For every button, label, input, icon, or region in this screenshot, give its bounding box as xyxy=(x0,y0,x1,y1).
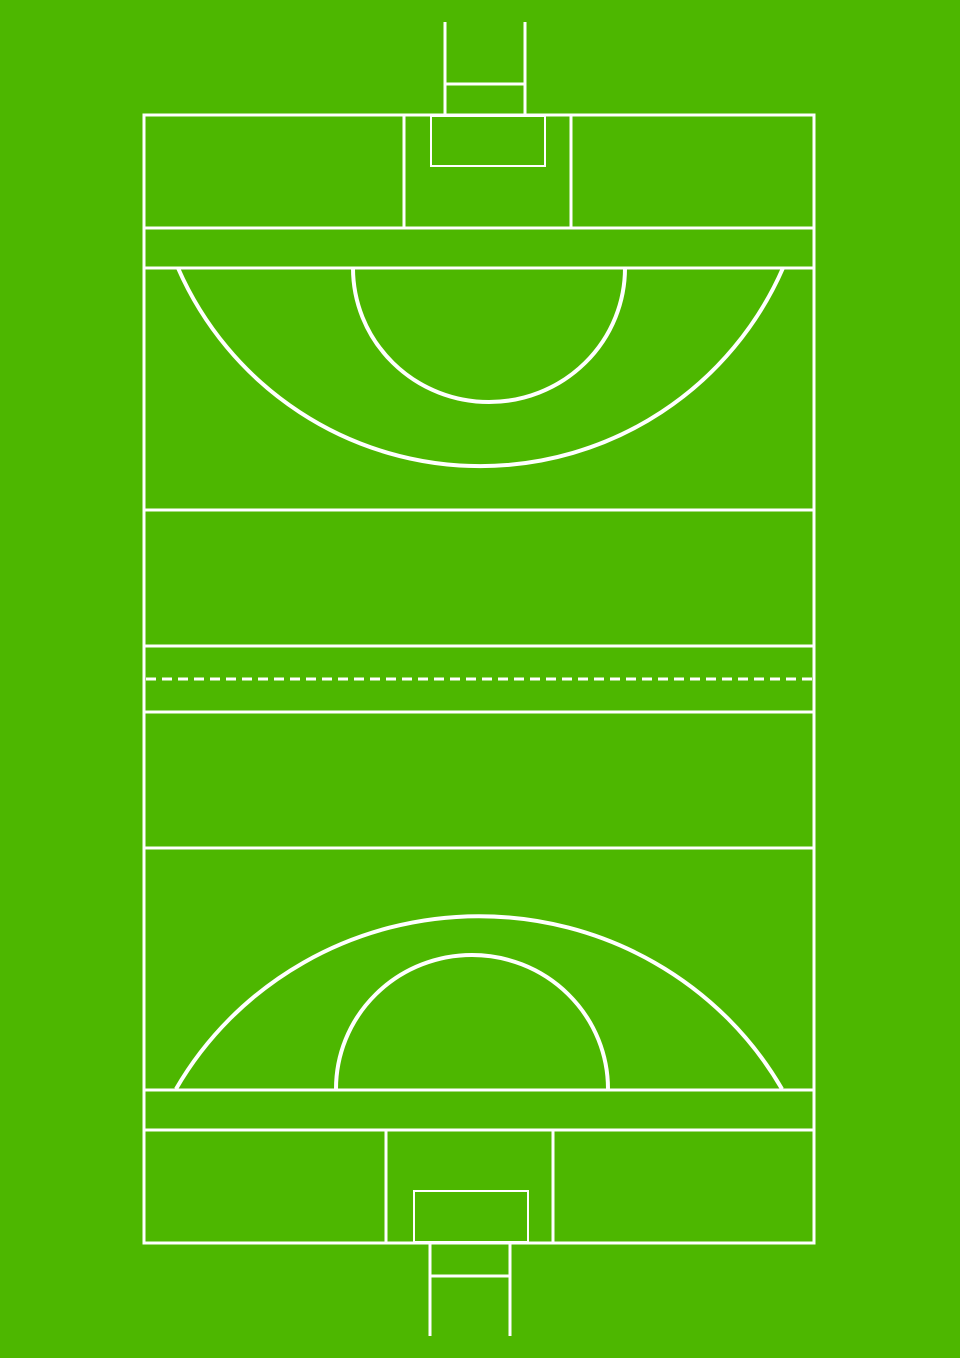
south-outer-arc xyxy=(174,914,784,1091)
south-goal-posts xyxy=(428,1243,512,1336)
pitch-markings xyxy=(142,22,816,1336)
north-outer-arc xyxy=(176,267,785,469)
south-small-rectangle xyxy=(413,1190,529,1243)
south-inner-arc xyxy=(334,953,610,1090)
north-small-rectangle xyxy=(430,115,546,167)
north-goal-area xyxy=(402,115,573,228)
south-goal-area xyxy=(384,1130,555,1243)
north-inner-arc xyxy=(351,267,627,404)
north-goal-posts xyxy=(443,22,527,115)
